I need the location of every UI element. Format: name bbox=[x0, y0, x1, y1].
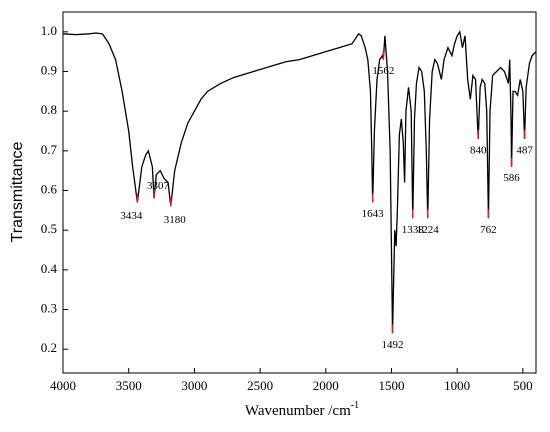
peak-label: 586 bbox=[503, 172, 520, 184]
x-tick-label: 2500 bbox=[247, 378, 273, 393]
x-axis-label-sup: -1 bbox=[351, 400, 359, 411]
peak-label: 3434 bbox=[120, 210, 143, 222]
x-tick-label: 2000 bbox=[313, 378, 339, 393]
peak-label: 840 bbox=[470, 144, 487, 156]
x-tick-label: 1000 bbox=[444, 378, 470, 393]
peak-label: 3307 bbox=[147, 180, 170, 192]
y-tick-label: 0.4 bbox=[41, 261, 58, 276]
y-tick-label: 0.9 bbox=[41, 62, 57, 77]
y-tick-label: 0.6 bbox=[41, 182, 58, 197]
spectrum-line bbox=[62, 30, 537, 334]
y-axis-label: Transmittance bbox=[9, 142, 26, 243]
y-tick-label: 0.2 bbox=[41, 340, 57, 355]
x-tick-label: 3500 bbox=[116, 378, 142, 393]
x-tick-label: 3000 bbox=[181, 378, 207, 393]
peak-label: 1338 bbox=[402, 224, 425, 236]
x-tick-label: 1500 bbox=[378, 378, 404, 393]
y-tick-label: 0.3 bbox=[41, 301, 57, 316]
peak-label: 487 bbox=[516, 144, 533, 156]
peak-label: 762 bbox=[480, 224, 497, 236]
peak-label: 1224 bbox=[417, 224, 440, 236]
x-tick-label: 4000 bbox=[50, 378, 76, 393]
y-tick-label: 0.8 bbox=[41, 102, 57, 117]
peak-label: 1492 bbox=[382, 339, 404, 351]
peak-label: 1643 bbox=[362, 208, 385, 220]
x-axis-label: Wavenumber /cm-1 bbox=[245, 400, 359, 419]
x-tick-label: 500 bbox=[513, 378, 533, 393]
y-tick-label: 1.0 bbox=[41, 23, 57, 38]
peak-label: 1562 bbox=[372, 65, 394, 77]
x-axis-label-main: Wavenumber /cm bbox=[245, 403, 351, 419]
peak-label: 3180 bbox=[164, 214, 187, 226]
y-tick-label: 0.5 bbox=[41, 221, 57, 236]
plot-frame bbox=[62, 11, 537, 374]
y-tick-label: 0.7 bbox=[41, 142, 58, 157]
